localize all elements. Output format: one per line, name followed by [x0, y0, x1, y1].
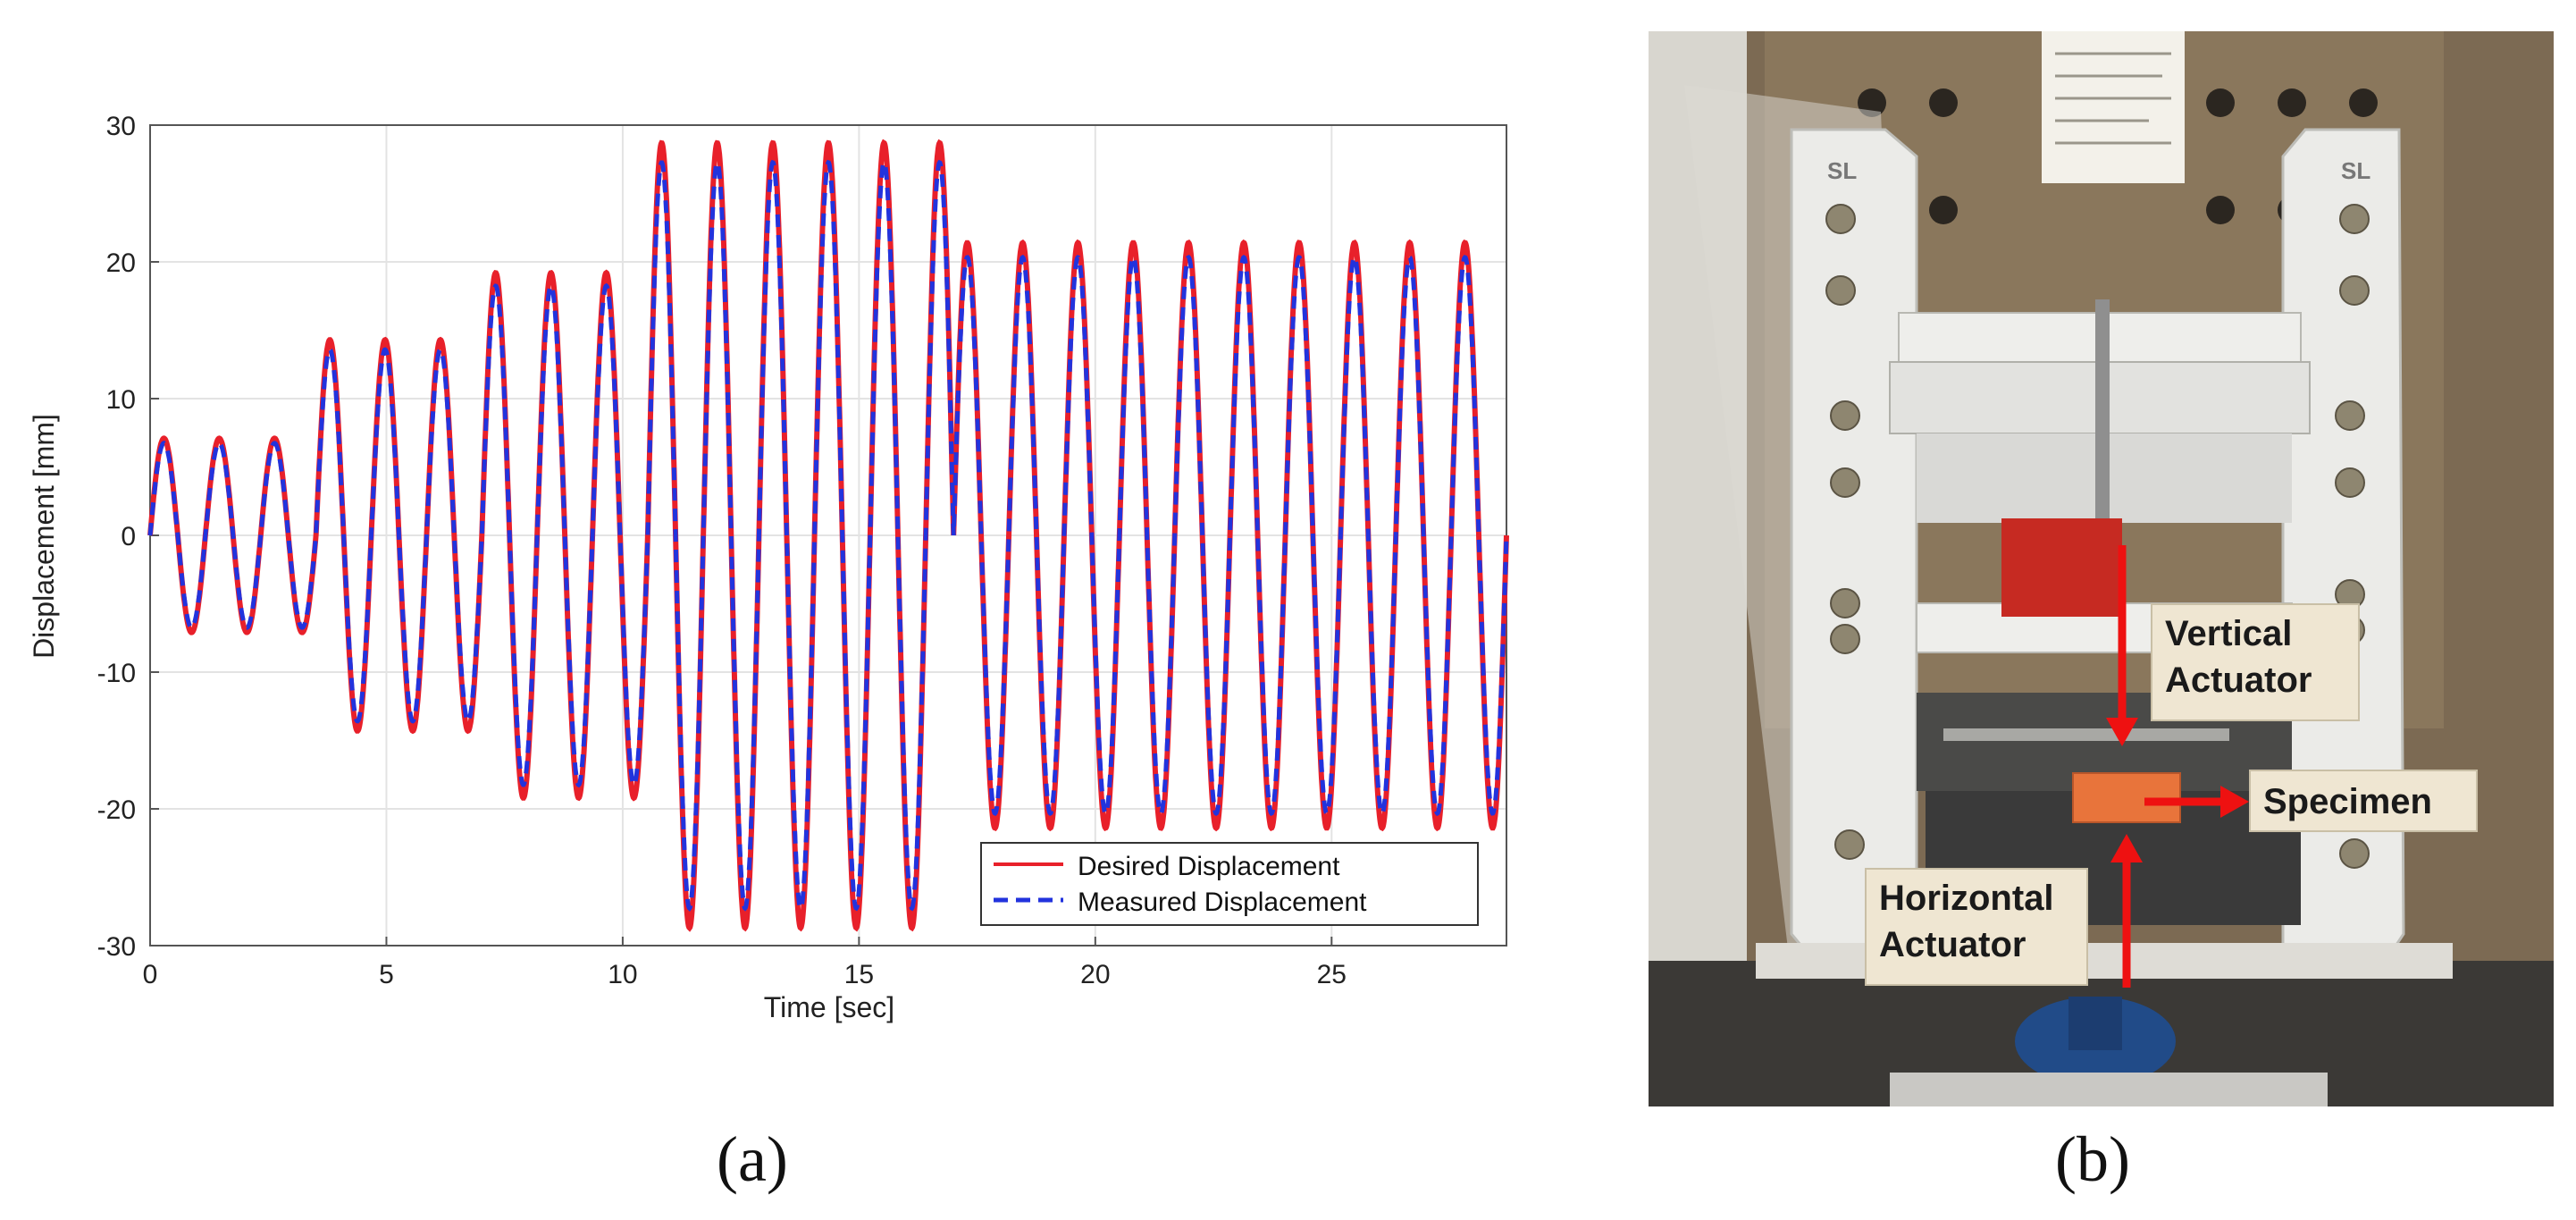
- chart-series: [147, 139, 1509, 932]
- vertical-actuator-label-line1: Vertical: [2165, 614, 2293, 653]
- series-line-measured: [147, 159, 1509, 913]
- x-tick-label: 20: [1080, 960, 1110, 989]
- x-tick-label: 5: [379, 960, 394, 989]
- frame-right-column: [2281, 128, 2405, 963]
- x-axis-label: Time [sec]: [764, 991, 894, 1023]
- specimen-arrow: [2144, 786, 2249, 818]
- test-setup-photo: SL SL: [1649, 31, 2554, 1106]
- x-tick-label: 0: [143, 960, 158, 989]
- vertical-actuator-rod: [2095, 299, 2110, 559]
- horizontal-actuator-label-line1: Horizontal: [1879, 879, 2054, 918]
- horizontal-actuator-arrow: [2110, 834, 2143, 988]
- chart-legend: Desired Displacement Measured Displaceme…: [980, 842, 1479, 926]
- frame-logo-right: SL: [2341, 157, 2370, 184]
- panel-label-b: (b): [2055, 1123, 2130, 1195]
- y-tick-label: -20: [97, 795, 136, 825]
- vertical-actuator-arrow: [2106, 545, 2138, 746]
- displacement-chart: 0 5 10 15 20 25 30 20 10 0 -10 -20 -30 Time [sec] Di…: [28, 112, 1509, 1023]
- test-setup-illustration: SL SL: [1649, 31, 2554, 1106]
- y-tick-label: 10: [106, 385, 136, 415]
- panel-label-a: (a): [717, 1123, 788, 1195]
- frame-logo-left: SL: [1827, 157, 1857, 184]
- x-tick-label: 25: [1317, 960, 1347, 989]
- legend-measured-label: Measured Displacement: [1078, 888, 1367, 917]
- y-tick-label: 30: [106, 112, 136, 141]
- specimen-label: Specimen: [2249, 770, 2478, 832]
- y-axis-label: Displacement [mm]: [28, 414, 60, 659]
- y-tick-label: 20: [106, 248, 136, 278]
- legend-desired-label: Desired Displacement: [1078, 852, 1340, 881]
- frame-bolts: [1825, 204, 2370, 869]
- x-tick-label: 15: [844, 960, 874, 989]
- vertical-actuator-label: Vertical Actuator: [2151, 603, 2360, 721]
- horizontal-actuator-label: Horizontal Actuator: [1865, 868, 2088, 986]
- x-tick-label: 10: [608, 960, 637, 989]
- y-tick-label: -30: [97, 932, 136, 962]
- vertical-actuator-label-line2: Actuator: [2165, 660, 2312, 700]
- y-tick-label: 0: [121, 522, 136, 551]
- vertical-actuator-body: [2001, 518, 2122, 617]
- y-tick-label: -10: [97, 659, 136, 688]
- horizontal-actuator-label-line2: Actuator: [1879, 925, 2026, 964]
- notice-paper: [2042, 31, 2185, 183]
